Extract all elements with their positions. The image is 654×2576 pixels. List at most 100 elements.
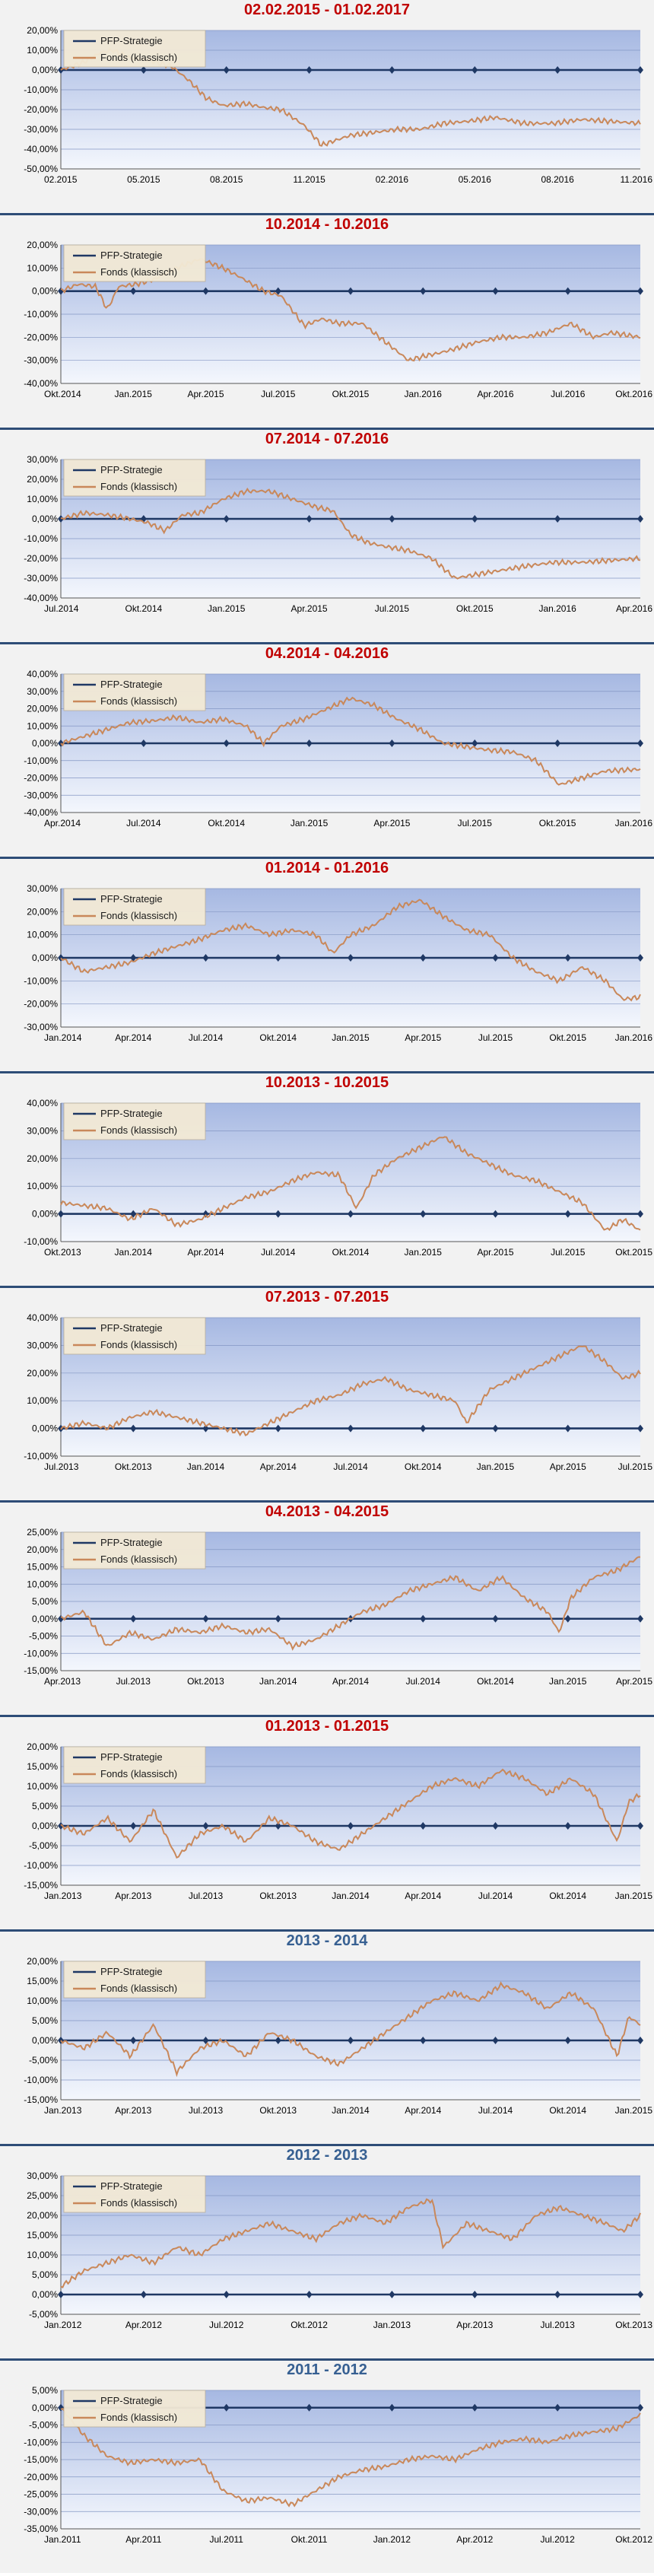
legend-fund-label: Fonds (klassisch) <box>100 481 177 492</box>
series-strategy-marker <box>637 515 643 523</box>
x-tick-label: Apr.2014 <box>115 1032 151 1043</box>
x-tick-label: Jul.2015 <box>618 1461 653 1472</box>
x-tick-label: Apr.2014 <box>187 1247 224 1258</box>
x-tick-label: Jan.2016 <box>615 1032 653 1043</box>
series-strategy-marker <box>306 2291 313 2298</box>
y-tick-label: 0,00% <box>32 1209 58 1220</box>
y-tick-label: 20,00% <box>27 25 58 36</box>
y-tick-label: -5,00% <box>29 2055 58 2066</box>
series-strategy-marker <box>637 2403 643 2412</box>
y-tick-label: 30,00% <box>27 883 58 894</box>
legend-strategy-label: PFP-Strategie <box>100 35 163 46</box>
legend-fund-label: Fonds (klassisch) <box>100 1768 177 1779</box>
y-tick-label: 0,00% <box>32 286 58 297</box>
series-strategy-marker <box>140 739 147 747</box>
legend: PFP-Strategie Fonds (klassisch) <box>63 673 206 711</box>
series-strategy-marker <box>471 2291 478 2298</box>
series-strategy-marker <box>420 1424 427 1433</box>
x-tick-label: Okt.2014 <box>44 389 81 399</box>
y-tick-label: 30,00% <box>27 686 58 697</box>
y-tick-label: 20,00% <box>27 1544 58 1555</box>
x-tick-label: Okt.2014 <box>549 1891 586 1901</box>
x-tick-label: 02.2015 <box>44 174 78 185</box>
series-strategy-marker <box>492 1424 499 1433</box>
legend-strategy-label: PFP-Strategie <box>100 1966 163 1977</box>
legend: PFP-Strategie Fonds (klassisch) <box>63 244 206 282</box>
x-tick-label: Okt.2015 <box>539 818 576 828</box>
y-tick-label: -20,00% <box>24 553 58 564</box>
legend-box <box>63 459 206 497</box>
series-strategy-marker <box>275 1210 281 1218</box>
x-tick-label: Okt.2012 <box>615 2534 652 2545</box>
chart-svg: 30,00% 20,00% 10,00% 0,00% -10,00% -20,00% -30… <box>24 883 653 1043</box>
chart-title: 2012 - 2013 <box>286 2147 368 2164</box>
y-tick-label: 30,00% <box>27 2171 58 2181</box>
y-tick-label: -10,00% <box>24 755 58 766</box>
chart-panel: 02.02.2015 - 01.02.2017 20,00% 10,00% 0,00%… <box>0 0 654 213</box>
y-tick-label: -10,00% <box>24 1451 58 1461</box>
series-strategy-marker <box>420 287 427 295</box>
x-tick-label: Apr.2014 <box>405 2105 441 2116</box>
x-tick-label: Jan.2011 <box>44 2534 81 2545</box>
series-strategy-marker <box>564 1424 571 1433</box>
x-tick-label: Jul.2013 <box>540 2320 575 2330</box>
series-fund-line <box>60 898 641 1002</box>
series-strategy-marker <box>348 287 354 295</box>
x-tick-label: Okt.2012 <box>290 2320 328 2330</box>
x-tick-label: Apr.2012 <box>456 2534 493 2545</box>
series-strategy-marker <box>389 2291 395 2298</box>
x-tick-label: Okt.2013 <box>615 2320 652 2330</box>
legend: PFP-Strategie Fonds (klassisch) <box>63 1102 206 1140</box>
y-tick-label: 15,00% <box>27 1761 58 1772</box>
series-strategy-marker <box>275 954 281 962</box>
series-strategy-marker <box>492 1210 499 1218</box>
series-strategy-marker <box>306 515 313 523</box>
x-tick-label: Apr.2014 <box>332 1676 369 1687</box>
chart-title: 02.02.2015 - 01.02.2017 <box>244 2 410 18</box>
y-tick-label: -20,00% <box>24 773 58 784</box>
x-tick-label: Jan.2013 <box>44 2105 82 2116</box>
legend-fund-label: Fonds (klassisch) <box>100 2412 177 2423</box>
y-tick-label: -20,00% <box>24 332 58 342</box>
y-tick-label: -40,00% <box>24 807 58 818</box>
x-tick-label: 11.2015 <box>293 174 325 185</box>
series-strategy-marker <box>420 1614 427 1623</box>
x-tick-label: Apr.2015 <box>405 1032 441 1043</box>
chart-title: 2013 - 2014 <box>286 1932 368 1949</box>
legend-box <box>63 2175 206 2213</box>
y-tick-label: -30,00% <box>24 124 58 135</box>
series-strategy-marker <box>306 739 313 747</box>
y-tick-label: 40,00% <box>27 669 58 679</box>
series-fund-line <box>60 696 641 786</box>
y-tick-label: 0,00% <box>32 1614 58 1624</box>
y-tick-label: -25,00% <box>24 2489 58 2500</box>
y-tick-label: -5,00% <box>29 1840 58 1851</box>
x-tick-label: Okt.2015 <box>549 1032 586 1043</box>
y-tick-label: -15,00% <box>24 2094 58 2105</box>
chart-svg: 30,00% 25,00% 20,00% 15,00% 10,00% 5,00% 0,00%… <box>27 2171 652 2330</box>
y-tick-label: -10,00% <box>24 1236 58 1247</box>
x-tick-label: Okt.2013 <box>259 2105 297 2116</box>
y-tick-label: 15,00% <box>27 2230 58 2240</box>
series-strategy-marker <box>420 2037 427 2044</box>
y-tick-label: 25,00% <box>27 2190 58 2201</box>
x-tick-label: Jan.2016 <box>615 818 653 828</box>
series-strategy-marker <box>637 287 643 295</box>
x-tick-label: Okt.2015 <box>615 1247 652 1258</box>
chart-panel: 10.2014 - 10.2016 20,00% 10,00% 0,00% -10,00… <box>0 215 654 428</box>
series-strategy-marker <box>389 739 395 747</box>
x-tick-label: Jul.2014 <box>478 2105 513 2116</box>
x-tick-label: Jul.2011 <box>209 2534 243 2545</box>
x-tick-label: Apr.2016 <box>477 389 513 399</box>
chart-panel: 04.2013 - 04.2015 25,00% 20,00% 15,00% 10,00… <box>0 1502 654 1715</box>
x-tick-label: Okt.2013 <box>44 1247 81 1258</box>
series-strategy-marker <box>140 66 147 74</box>
chart-title: 07.2013 - 07.2015 <box>265 1289 389 1305</box>
panel-separator <box>0 428 654 430</box>
series-strategy-marker <box>275 287 281 295</box>
legend-fund-label: Fonds (klassisch) <box>100 695 177 707</box>
y-tick-label: 5,00% <box>32 1596 58 1607</box>
legend-strategy-label: PFP-Strategie <box>100 464 163 475</box>
panel-separator <box>0 857 654 859</box>
